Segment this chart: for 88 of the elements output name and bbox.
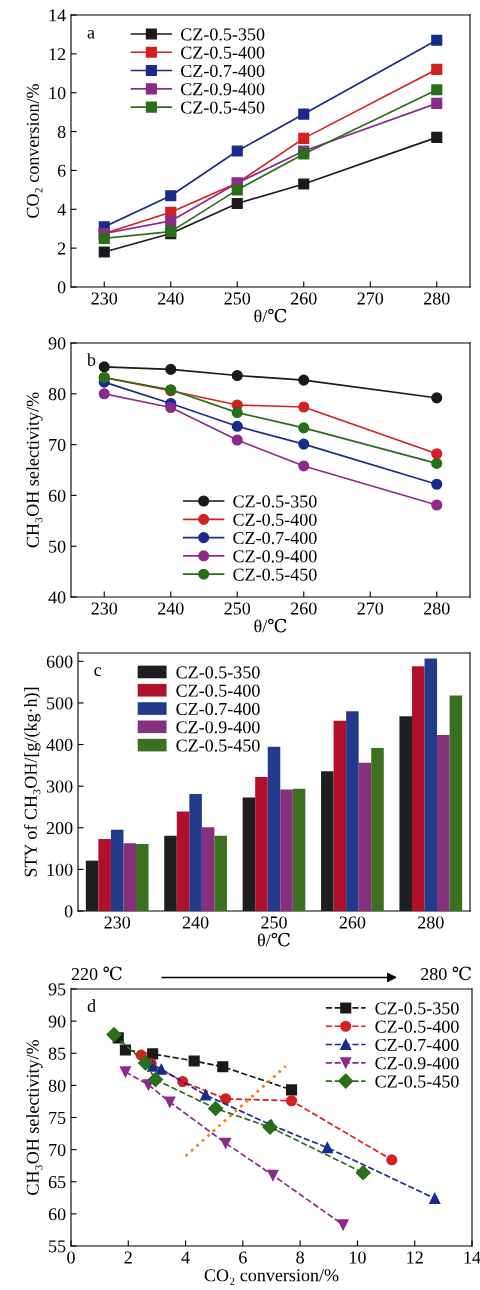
- y-tick-label: 10: [49, 86, 66, 100]
- y-tick-label: 400: [46, 738, 73, 751]
- x-tick-label: 240: [158, 602, 184, 615]
- y-tick-label: 14: [49, 9, 66, 22]
- y-tick-label: 55: [49, 1240, 66, 1253]
- legend-label: CZ-0.7-400: [176, 702, 260, 716]
- y-tick-label: 0: [64, 905, 73, 918]
- x-tick-label: 6: [239, 1251, 247, 1264]
- y-tick-label: 90: [48, 1015, 66, 1028]
- x-tick-label: 230: [91, 292, 118, 305]
- y-tick-label: 85: [48, 1047, 66, 1060]
- y-tick-label: 70: [49, 1143, 66, 1157]
- chart-title: d: [87, 999, 96, 1012]
- legend-label: CZ-0.7-400: [375, 1038, 459, 1052]
- x-tick-label: 8: [296, 1251, 304, 1264]
- y-tick-label: 6: [57, 164, 66, 177]
- x-axis-title: θ/℃: [254, 618, 287, 633]
- x-tick-label: 260: [339, 916, 366, 929]
- y-tick-label: 60: [48, 1208, 66, 1221]
- y-tick-label: 65: [48, 1176, 66, 1189]
- x-tick-label: 240: [158, 292, 184, 305]
- x-tick-label: 280: [424, 602, 450, 615]
- y-tick-label: 12: [49, 48, 66, 61]
- legend-label: CZ-0.9-400: [233, 550, 317, 563]
- legend-label: CZ-0.5-450: [233, 568, 317, 581]
- legend-label: CZ-0.9-400: [375, 1057, 459, 1070]
- legend-label: CZ-0.5-400: [233, 513, 317, 526]
- y-tick-label: 80: [48, 388, 66, 401]
- legend-label: CZ-0.5-350: [233, 495, 317, 508]
- y-tick-label: 40: [48, 591, 66, 604]
- legend-label: CZ-0.5-450: [375, 1075, 459, 1088]
- legend-label: CZ-0.9-400: [181, 83, 265, 96]
- legend-label: CZ-0.5-400: [375, 1020, 459, 1033]
- legend-label: CZ-0.5-450: [176, 739, 260, 752]
- legend-label: CZ-0.7-400: [233, 531, 317, 545]
- legend-label: CZ-0.5-400: [181, 46, 265, 59]
- x-axis-title: θ/℃: [257, 932, 290, 947]
- y-axis-title: CH₃OH selectivity/%: [26, 392, 43, 548]
- legend-label: CZ-0.5-450: [181, 101, 265, 114]
- y-axis-title: CO₂ conversion/%: [26, 84, 43, 218]
- y-tick-label: 75: [49, 1111, 66, 1124]
- legend-label: CZ-0.5-350: [181, 28, 265, 41]
- x-tick-label: 2: [124, 1251, 132, 1264]
- y-axis-title: STY of CH₃OH/[g/(kg·h)]: [23, 687, 41, 877]
- y-tick-label: 4: [57, 203, 66, 216]
- legend-label: CZ-0.5-350: [176, 666, 260, 679]
- chart-title: b: [86, 353, 96, 366]
- x-axis-title: θ/℃: [254, 308, 287, 323]
- text: 220 ℃: [71, 966, 122, 981]
- legend-label: CZ-0.5-350: [375, 1002, 459, 1015]
- y-tick-label: 60: [48, 489, 66, 502]
- x-axis-title: CO₂ conversion/%: [204, 1269, 339, 1285]
- y-tick-label: 0: [57, 281, 66, 294]
- y-tick-label: 2: [57, 242, 66, 255]
- x-tick-label: 270: [357, 292, 384, 305]
- x-tick-label: 270: [357, 602, 384, 615]
- y-tick-label: 80: [48, 1079, 66, 1092]
- text: c: [94, 667, 102, 677]
- y-tick-label: 50: [49, 540, 66, 553]
- y-tick-label: 70: [49, 438, 66, 452]
- y-tick-label: 100: [47, 863, 73, 876]
- x-tick-label: 250: [224, 602, 251, 615]
- x-tick-label: 12: [407, 1251, 423, 1264]
- x-tick-label: 280: [418, 916, 444, 929]
- y-tick-label: 95: [48, 983, 66, 996]
- x-tick-label: 10: [349, 1251, 366, 1264]
- x-tick-label: 14: [464, 1251, 480, 1264]
- x-tick-label: 230: [91, 602, 118, 615]
- x-tick-label: 260: [291, 292, 317, 305]
- text: a: [87, 29, 95, 39]
- x-tick-label: 240: [182, 916, 209, 929]
- y-tick-label: 300: [46, 780, 73, 793]
- legend-label: CZ-0.9-400: [176, 721, 260, 734]
- y-axis-title: CH₃OH selectivity/%: [26, 1040, 43, 1195]
- x-tick-label: 280: [424, 292, 450, 305]
- x-tick-label: 250: [224, 292, 251, 305]
- x-tick-label: 4: [181, 1251, 190, 1264]
- y-tick-label: 90: [48, 337, 66, 350]
- legend-label: CZ-0.5-400: [176, 684, 260, 697]
- legend-label: CZ-0.7-400: [181, 64, 265, 78]
- y-tick-label: 600: [46, 655, 73, 668]
- x-tick-label: 230: [104, 916, 131, 929]
- x-tick-label: 260: [291, 602, 317, 615]
- y-tick-label: 200: [46, 822, 73, 835]
- y-tick-label: 500: [47, 697, 73, 710]
- x-tick-label: 250: [261, 916, 287, 929]
- text: 280 ℃: [421, 966, 471, 981]
- y-tick-label: 8: [57, 125, 66, 139]
